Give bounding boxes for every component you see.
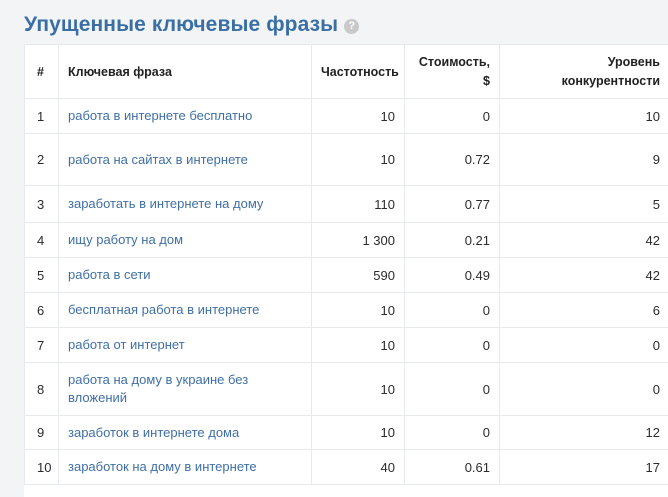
row-cost: 0 xyxy=(404,98,500,134)
row-frequency: 590 xyxy=(311,257,405,293)
row-frequency: 10 xyxy=(311,133,405,186)
row-frequency: 10 xyxy=(311,362,405,416)
header-cost-line2: $ xyxy=(483,73,490,88)
keyword-link[interactable]: работа в интернете бесплатно xyxy=(68,108,253,123)
row-cost: 0 xyxy=(404,292,500,328)
header-phrase[interactable]: Ключевая фраза xyxy=(58,44,312,99)
row-num: 9 xyxy=(24,415,59,450)
table-row: 1 работа в интернете бесплатно 10 0 10 xyxy=(24,98,668,134)
table-row: 10 заработок на дому в интернете 40 0.61… xyxy=(24,449,668,485)
row-frequency: 10 xyxy=(311,292,405,328)
keyword-link[interactable]: ищу работу на дом xyxy=(68,232,184,247)
header-competition[interactable]: Уровень конкурентности xyxy=(499,44,668,99)
row-num: 3 xyxy=(24,185,59,223)
table-row: 2 работа на сайтах в интернете 10 0.72 9 xyxy=(24,133,668,186)
row-competition: 42 xyxy=(499,222,668,258)
row-num: 4 xyxy=(24,222,59,258)
table-row: 6 бесплатная работа в интернете 10 0 6 xyxy=(24,292,668,328)
help-icon[interactable]: ? xyxy=(344,18,360,34)
row-num: 10 xyxy=(24,449,59,485)
row-num: 2 xyxy=(24,133,59,186)
keyword-link[interactable]: работа на сайтах в интернете xyxy=(68,151,248,167)
row-competition: 9 xyxy=(499,133,668,186)
title-row: Упущенные ключевые фразы ? xyxy=(24,10,360,40)
row-frequency: 110 xyxy=(311,185,405,223)
row-cost: 0 xyxy=(404,362,500,416)
row-cost: 0 xyxy=(404,327,500,363)
row-competition: 0 xyxy=(499,362,668,416)
keyword-link[interactable]: работа на дому в украине без вложений xyxy=(68,372,249,405)
table-row: 5 работа в сети 590 0.49 42 xyxy=(24,257,668,293)
row-frequency: 10 xyxy=(311,415,405,450)
row-num: 7 xyxy=(24,327,59,363)
row-frequency: 10 xyxy=(311,327,405,363)
keyword-link[interactable]: работа в сети xyxy=(68,267,151,282)
header-competition-line1: Уровень xyxy=(607,54,660,69)
row-cost: 0.72 xyxy=(404,133,500,186)
row-cost: 0 xyxy=(404,415,500,450)
keyword-link[interactable]: работа от интернет xyxy=(68,337,185,352)
row-competition: 6 xyxy=(499,292,668,328)
row-num: 8 xyxy=(24,362,59,416)
keyword-link[interactable]: заработок в интернете дома xyxy=(68,424,240,440)
keyword-link[interactable]: бесплатная работа в интернете xyxy=(68,302,260,317)
header-num: # xyxy=(24,44,59,99)
table-row: 8 работа на дому в украине без вложений … xyxy=(24,362,668,416)
row-frequency: 40 xyxy=(311,449,405,485)
row-competition: 5 xyxy=(499,185,668,223)
header-competition-line2: конкурентности xyxy=(561,73,660,88)
row-num: 1 xyxy=(24,98,59,134)
row-competition: 10 xyxy=(499,98,668,134)
row-cost: 0.77 xyxy=(404,185,500,223)
row-cost: 0.49 xyxy=(404,257,500,293)
keywords-panel: # Ключевая фраза Частотность Стоимость, … xyxy=(24,44,668,497)
table-header-row: # Ключевая фраза Частотность Стоимость, … xyxy=(24,44,668,99)
header-frequency[interactable]: Частотность xyxy=(311,44,405,99)
row-competition: 0 xyxy=(499,327,668,363)
table-row: 4 ищу работу на дом 1 300 0.21 42 xyxy=(24,222,668,258)
table-row: 7 работа от интернет 10 0 0 xyxy=(24,327,668,363)
keyword-link[interactable]: заработать в интернете на дому xyxy=(68,196,264,211)
page-title: Упущенные ключевые фразы xyxy=(24,13,339,36)
row-cost: 0.61 xyxy=(404,449,500,485)
row-competition: 12 xyxy=(499,415,668,450)
row-competition: 42 xyxy=(499,257,668,293)
row-num: 5 xyxy=(24,257,59,293)
table-row: 3 заработать в интернете на дому 110 0.7… xyxy=(24,185,668,223)
row-frequency: 10 xyxy=(311,98,405,134)
header-cost[interactable]: Стоимость, $ xyxy=(404,44,500,99)
keywords-table: # Ключевая фраза Частотность Стоимость, … xyxy=(24,44,668,485)
table-row: 9 заработок в интернете дома 10 0 12 xyxy=(24,415,668,450)
keyword-link[interactable]: заработок на дому в интернете xyxy=(68,459,257,474)
row-frequency: 1 300 xyxy=(311,222,405,258)
row-cost: 0.21 xyxy=(404,222,500,258)
header-cost-line1: Стоимость, xyxy=(418,54,490,69)
row-competition: 17 xyxy=(499,449,668,485)
row-num: 6 xyxy=(24,292,59,328)
